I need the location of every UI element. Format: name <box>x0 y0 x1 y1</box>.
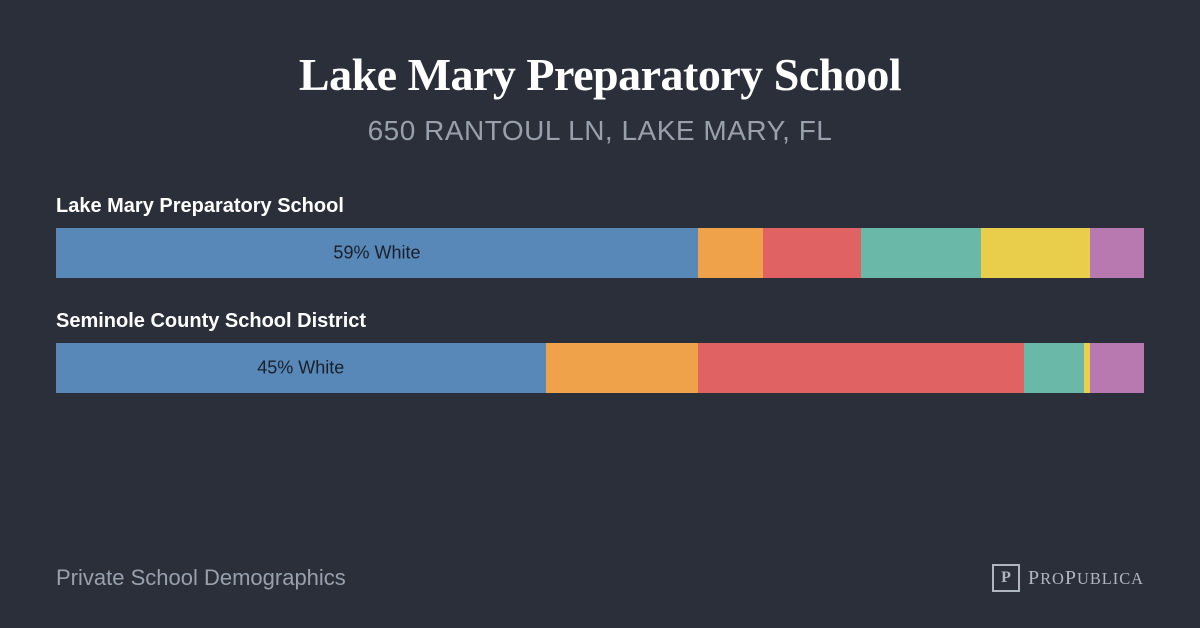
propublica-logo-text: PROPUBLICA <box>1028 567 1144 590</box>
page-title: Lake Mary Preparatory School <box>56 48 1144 101</box>
logo-text-ro: RO <box>1040 569 1065 588</box>
bar-segment <box>763 228 861 278</box>
charts-region: Lake Mary Preparatory School 59% White S… <box>56 195 1144 393</box>
bar-segment <box>861 228 981 278</box>
chart-district-label: Seminole County School District <box>56 310 1144 333</box>
bar-segment <box>981 228 1090 278</box>
bar-segment-label: 45% White <box>257 358 344 379</box>
bar-segment <box>698 343 1024 393</box>
propublica-logo-icon: P <box>992 564 1020 592</box>
bar-segment: 59% White <box>56 228 698 278</box>
bar-segment-label: 59% White <box>333 243 420 264</box>
logo-text-p1: P <box>1028 567 1040 589</box>
propublica-logo: P PROPUBLICA <box>992 564 1144 592</box>
footer: Private School Demographics P PROPUBLICA <box>56 564 1144 592</box>
bar-segment <box>1090 343 1144 393</box>
chart-district-bar: 45% White <box>56 343 1144 393</box>
page-subtitle: 650 RANTOUL LN, LAKE MARY, FL <box>56 115 1144 147</box>
chart-school-bar: 59% White <box>56 228 1144 278</box>
chart-district: Seminole County School District 45% Whit… <box>56 310 1144 393</box>
footer-text: Private School Demographics <box>56 565 346 591</box>
logo-text-p2: P <box>1065 567 1077 589</box>
chart-school-label: Lake Mary Preparatory School <box>56 195 1144 218</box>
bar-segment <box>698 228 763 278</box>
bar-segment <box>1024 343 1084 393</box>
logo-text-ublica: UBLICA <box>1077 569 1144 588</box>
bar-segment: 45% White <box>56 343 546 393</box>
chart-school: Lake Mary Preparatory School 59% White <box>56 195 1144 278</box>
bar-segment <box>1090 228 1144 278</box>
bar-segment <box>546 343 698 393</box>
